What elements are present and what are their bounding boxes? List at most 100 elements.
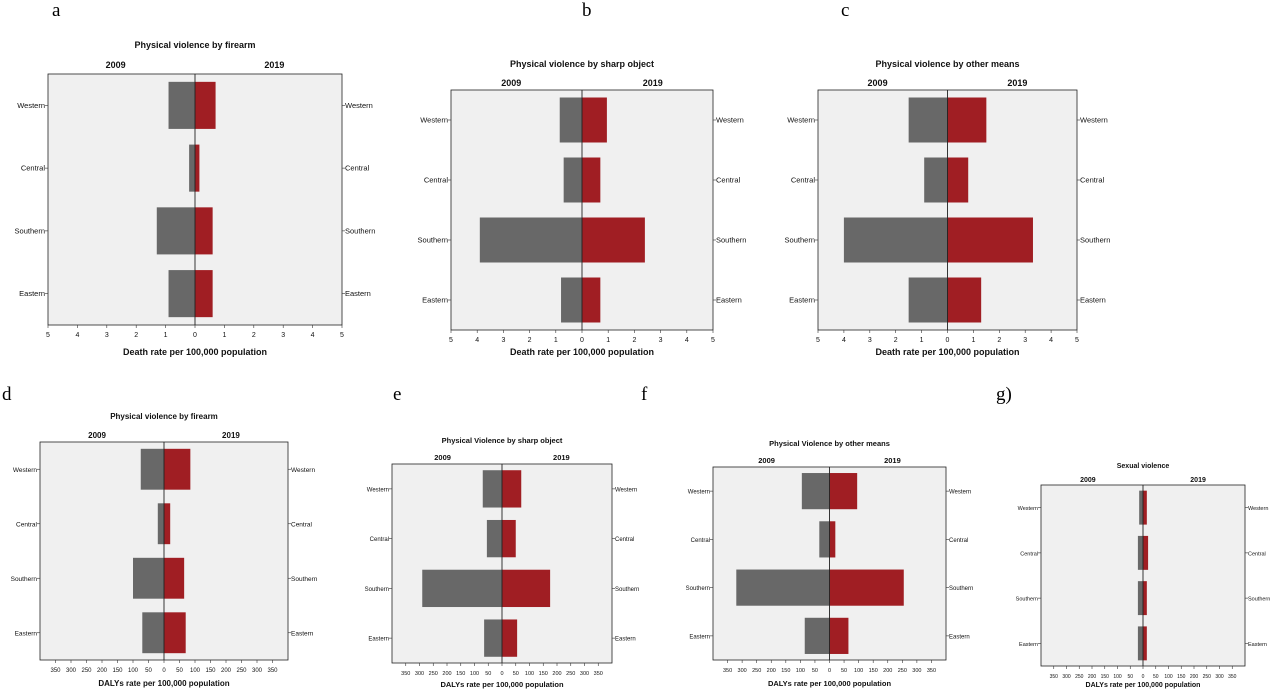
chart-1-x-tick-label: 5 xyxy=(711,337,715,344)
chart-5-x-tick-label: 250 xyxy=(898,668,907,674)
chart-6-x-tick-label: 300 xyxy=(1215,674,1224,680)
chart-5-category-label-left-central: Central xyxy=(691,538,710,544)
chart-4-x-tick-label: 50 xyxy=(485,671,491,677)
chart-4-bar-2009-western xyxy=(482,470,502,508)
chart-2-left-year-label: 2009 xyxy=(868,78,888,88)
chart-5-category-label-left-southern: Southern xyxy=(686,586,710,592)
chart-6-title: Sexual violence xyxy=(1117,463,1170,470)
chart-6-bar-2019-western xyxy=(1143,490,1147,525)
chart-5-x-tick-label: 200 xyxy=(767,668,776,674)
chart-1-x-tick-label: 5 xyxy=(449,337,453,344)
chart-4-x-tick-label: 300 xyxy=(415,671,424,677)
chart-1-left-year-label: 2009 xyxy=(501,78,521,88)
chart-2-x-tick-label: 4 xyxy=(842,337,846,344)
chart-5-x-tick-label: 100 xyxy=(796,668,805,674)
chart-2-x-tick-label: 1 xyxy=(971,337,975,344)
chart-4-x-tick-label: 150 xyxy=(539,671,548,677)
chart-6-category-label-right-western: Western xyxy=(1248,506,1268,512)
chart-5-bar-2019-eastern xyxy=(829,617,849,654)
chart-4-title: Physical Violence by sharp object xyxy=(442,436,563,445)
chart-4-bar-2009-southern xyxy=(422,569,502,608)
chart-1-category-label-right-southern: Southern xyxy=(716,236,746,245)
chart-0-x-tick-label: 1 xyxy=(164,332,168,339)
chart-0-category-label-left-western: Western xyxy=(17,101,45,110)
chart-0-right-year-label: 2019 xyxy=(264,60,284,70)
chart-0-x-tick-label: 5 xyxy=(340,332,344,339)
chart-4-category-label-right-southern: Southern xyxy=(615,587,639,593)
chart-3-category-label-right-central: Central xyxy=(291,521,313,528)
chart-2-category-label-right-central: Central xyxy=(1080,176,1105,185)
chart-3-category-label-right-western: Western xyxy=(291,467,315,474)
chart-6-x-tick-label: 200 xyxy=(1088,674,1097,680)
chart-1-x-tick-label: 4 xyxy=(475,337,479,344)
chart-0-x-tick-label: 1 xyxy=(222,332,226,339)
chart-1-bar-2019-central xyxy=(582,157,601,203)
chart-4-x-tick-label: 50 xyxy=(513,671,519,677)
chart-1-x-tick-label: 4 xyxy=(685,337,689,344)
chart-0-category-label-right-southern: Southern xyxy=(345,226,375,235)
chart-4-category-label-left-western: Western xyxy=(367,487,389,493)
chart-2-x-tick-label: 1 xyxy=(920,337,924,344)
chart-4-x-tick-label: 250 xyxy=(429,671,438,677)
chart-6-category-label-left-western: Western xyxy=(1018,506,1038,512)
chart-1-category-label-right-central: Central xyxy=(716,176,741,185)
chart-3-x-tick-label: 200 xyxy=(221,668,232,674)
chart-0-category-label-right-eastern: Eastern xyxy=(345,289,371,298)
chart-2-category-label-left-western: Western xyxy=(787,116,815,125)
chart-6-category-label-right-southern: Southern xyxy=(1248,597,1270,603)
chart-3-bar-2019-central xyxy=(164,503,171,545)
chart-4-x-tick-label: 350 xyxy=(401,671,410,677)
chart-6-right-year-label: 2019 xyxy=(1190,477,1206,484)
chart-4-x-tick-label: 300 xyxy=(580,671,589,677)
chart-3-x-tick-label: 250 xyxy=(81,668,92,674)
chart-3-x-tick-label: 150 xyxy=(205,668,216,674)
chart-5-x-tick-label: 150 xyxy=(781,668,790,674)
chart-6-x-tick-label: 50 xyxy=(1153,674,1159,680)
chart-0-x-tick-label: 4 xyxy=(75,332,79,339)
chart-2-bar-2019-central xyxy=(947,157,969,203)
chart-2-bar-2019-western xyxy=(947,97,987,143)
chart-1-bar-2019-southern xyxy=(582,217,645,263)
chart-2-x-axis-label: Death rate per 100,000 population xyxy=(875,347,1019,357)
chart-4-category-label-right-central: Central xyxy=(615,537,634,543)
chart-4-bar-2009-central xyxy=(486,519,502,558)
chart-1-x-tick-label: 2 xyxy=(632,337,636,344)
panel-letter-a: a xyxy=(52,0,61,21)
chart-6-bar-2009-eastern xyxy=(1137,626,1143,661)
chart-2-x-tick-label: 3 xyxy=(1023,337,1027,344)
chart-4-category-label-right-western: Western xyxy=(615,487,637,493)
chart-1-x-tick-label: 1 xyxy=(554,337,558,344)
chart-3-x-tick-label: 50 xyxy=(176,668,183,674)
chart-4-category-label-right-eastern: Eastern xyxy=(615,637,636,643)
chart-2-right-year-label: 2019 xyxy=(1007,78,1027,88)
chart-2-x-tick-label: 2 xyxy=(894,337,898,344)
chart-0-category-label-left-southern: Southern xyxy=(15,226,45,235)
panel-letter-g: g) xyxy=(996,384,1012,405)
chart-4-left-year-label: 2009 xyxy=(434,453,451,462)
chart-1-category-label-right-eastern: Eastern xyxy=(716,296,742,305)
chart-6-category-label-right-central: Central xyxy=(1248,551,1266,557)
chart-4-x-tick-label: 100 xyxy=(525,671,534,677)
chart-1-x-tick-label: 3 xyxy=(501,337,505,344)
chart-3-category-label-left-southern: Southern xyxy=(11,576,38,583)
chart-3-category-label-left-western: Western xyxy=(13,467,37,474)
chart-0-category-label-right-central: Central xyxy=(345,164,370,173)
chart-6-category-label-right-eastern: Eastern xyxy=(1248,642,1267,648)
chart-6-x-tick-label: 150 xyxy=(1177,674,1186,680)
chart-3-bar-2009-southern xyxy=(133,557,164,599)
chart-6-x-tick-label: 50 xyxy=(1127,674,1133,680)
chart-6-bar-2009-western xyxy=(1139,490,1143,525)
chart-0-x-tick-label: 5 xyxy=(46,332,50,339)
chart-4-right-year-label: 2019 xyxy=(553,453,570,462)
chart-6-x-axis-label: DALYs rate per 100,000 population xyxy=(1086,682,1201,689)
chart-2-bar-2009-central xyxy=(924,157,948,203)
chart-6-x-tick-label: 250 xyxy=(1203,674,1212,680)
chart-2-bar-2019-eastern xyxy=(947,277,982,323)
chart-1-category-label-left-western: Western xyxy=(420,116,448,125)
chart-2-bar-2009-eastern xyxy=(908,277,948,323)
chart-2-x-tick-label: 5 xyxy=(816,337,820,344)
chart-4-x-tick-label: 100 xyxy=(470,671,479,677)
chart-5-x-tick-label: 50 xyxy=(841,668,847,674)
chart-2-bar-2019-southern xyxy=(947,217,1033,263)
chart-5-bar-2009-western xyxy=(801,473,830,510)
